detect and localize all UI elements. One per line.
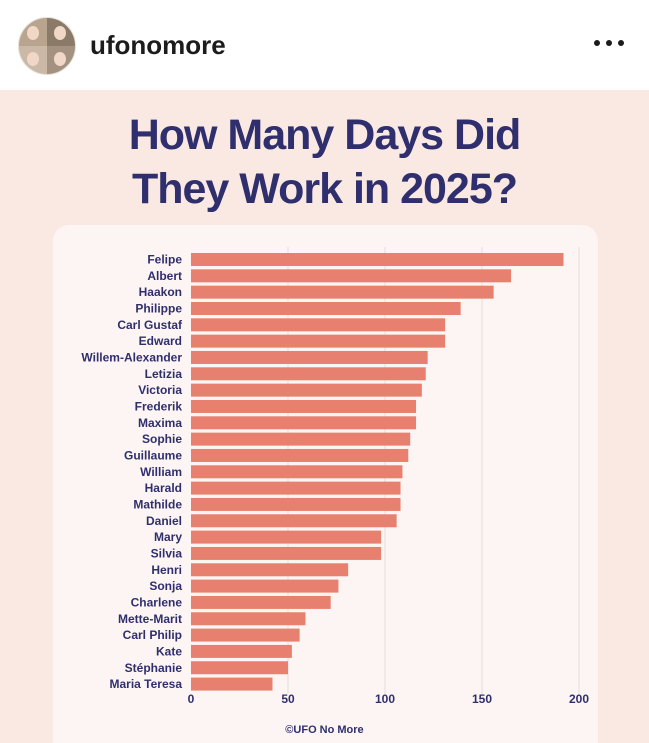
category-label: Daniel — [146, 514, 182, 528]
dot-icon — [606, 40, 612, 46]
bar — [191, 530, 382, 544]
credit-label: ©UFO No More — [285, 724, 364, 736]
bar — [191, 383, 422, 397]
bar — [191, 350, 428, 364]
category-label: Victoria — [138, 383, 182, 397]
category-label: Willem-Alexander — [81, 350, 182, 364]
bar — [191, 399, 417, 413]
category-label: Albert — [147, 269, 182, 283]
bar — [191, 448, 409, 462]
bar-chart: Felipe Albert Haakon Philippe Carl Gustaf Edw… — [81, 247, 589, 706]
bar — [191, 677, 273, 691]
bar — [191, 318, 446, 332]
bar — [191, 432, 411, 446]
category-label: Harald — [145, 481, 182, 495]
tick-label: 50 — [281, 692, 295, 706]
avatar[interactable] — [18, 17, 76, 75]
bar — [191, 546, 382, 560]
category-label: Silvia — [151, 546, 183, 560]
avatar-face-icon — [27, 26, 39, 40]
category-label: Frederik — [135, 399, 183, 413]
tick-label: 200 — [569, 692, 589, 706]
bar — [191, 612, 306, 626]
bar — [191, 628, 300, 642]
chart-title: How Many Days Did They Work in 2025? — [0, 108, 649, 216]
avatar-face-icon — [54, 26, 66, 40]
bar — [191, 334, 446, 348]
bar — [191, 253, 564, 266]
category-label: Philippe — [135, 301, 182, 315]
bar — [191, 563, 349, 577]
category-label: Mathilde — [133, 497, 182, 511]
category-label: Mette-Marit — [118, 612, 182, 626]
bar — [191, 481, 401, 495]
bar — [191, 285, 494, 299]
chart-card: Felipe Albert Haakon Philippe Carl Gustaf Edw… — [53, 225, 598, 743]
dot-icon — [618, 40, 624, 46]
category-label: Haakon — [139, 285, 182, 299]
dot-icon — [594, 40, 600, 46]
category-label: Maria Teresa — [110, 677, 183, 691]
title-line-1: How Many Days Did — [128, 111, 522, 159]
category-label: Stéphanie — [125, 661, 183, 675]
username[interactable]: ufonomore — [90, 30, 226, 60]
tick-label: 0 — [188, 692, 195, 706]
category-label: Charlene — [131, 595, 183, 609]
bar — [191, 595, 331, 609]
category-label: Sophie — [142, 432, 182, 446]
category-label: Felipe — [147, 253, 182, 267]
bar — [191, 301, 461, 315]
tick-label: 100 — [375, 692, 395, 706]
category-label: Guillaume — [124, 448, 182, 462]
category-label: Carl Gustaf — [117, 318, 183, 332]
bar — [191, 514, 397, 528]
bar — [191, 579, 339, 593]
bar — [191, 416, 417, 430]
bar — [191, 661, 288, 675]
category-label: Henri — [151, 563, 182, 577]
title-line-2: They Work in 2025? — [131, 165, 518, 213]
bar — [191, 367, 426, 381]
category-label: Carl Philip — [123, 628, 182, 642]
bar — [191, 497, 401, 511]
bar — [191, 269, 512, 283]
post-image: How Many Days Did They Work in 2025? Fel… — [0, 90, 649, 743]
more-options-icon[interactable] — [594, 40, 628, 48]
category-label: William — [140, 465, 182, 479]
avatar-face-icon — [54, 52, 66, 66]
category-label: Kate — [156, 644, 182, 658]
post-header: ufonomore — [0, 0, 649, 90]
tick-label: 150 — [472, 692, 492, 706]
avatar-face-icon — [27, 52, 39, 66]
category-label: Maxima — [138, 416, 182, 430]
bar — [191, 465, 403, 479]
category-label: Edward — [139, 334, 182, 348]
category-label: Letizia — [145, 367, 183, 381]
bar — [191, 644, 292, 658]
category-label: Mary — [154, 530, 182, 544]
category-label: Sonja — [149, 579, 182, 593]
